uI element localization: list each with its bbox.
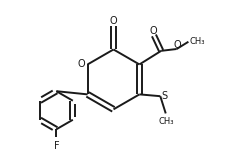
Text: CH₃: CH₃ [159,117,174,126]
Text: O: O [149,26,157,36]
Text: O: O [110,16,117,26]
Text: S: S [161,91,167,101]
Text: CH₃: CH₃ [189,37,205,46]
Text: O: O [174,40,181,50]
Text: O: O [78,59,86,69]
Text: F: F [54,141,59,151]
